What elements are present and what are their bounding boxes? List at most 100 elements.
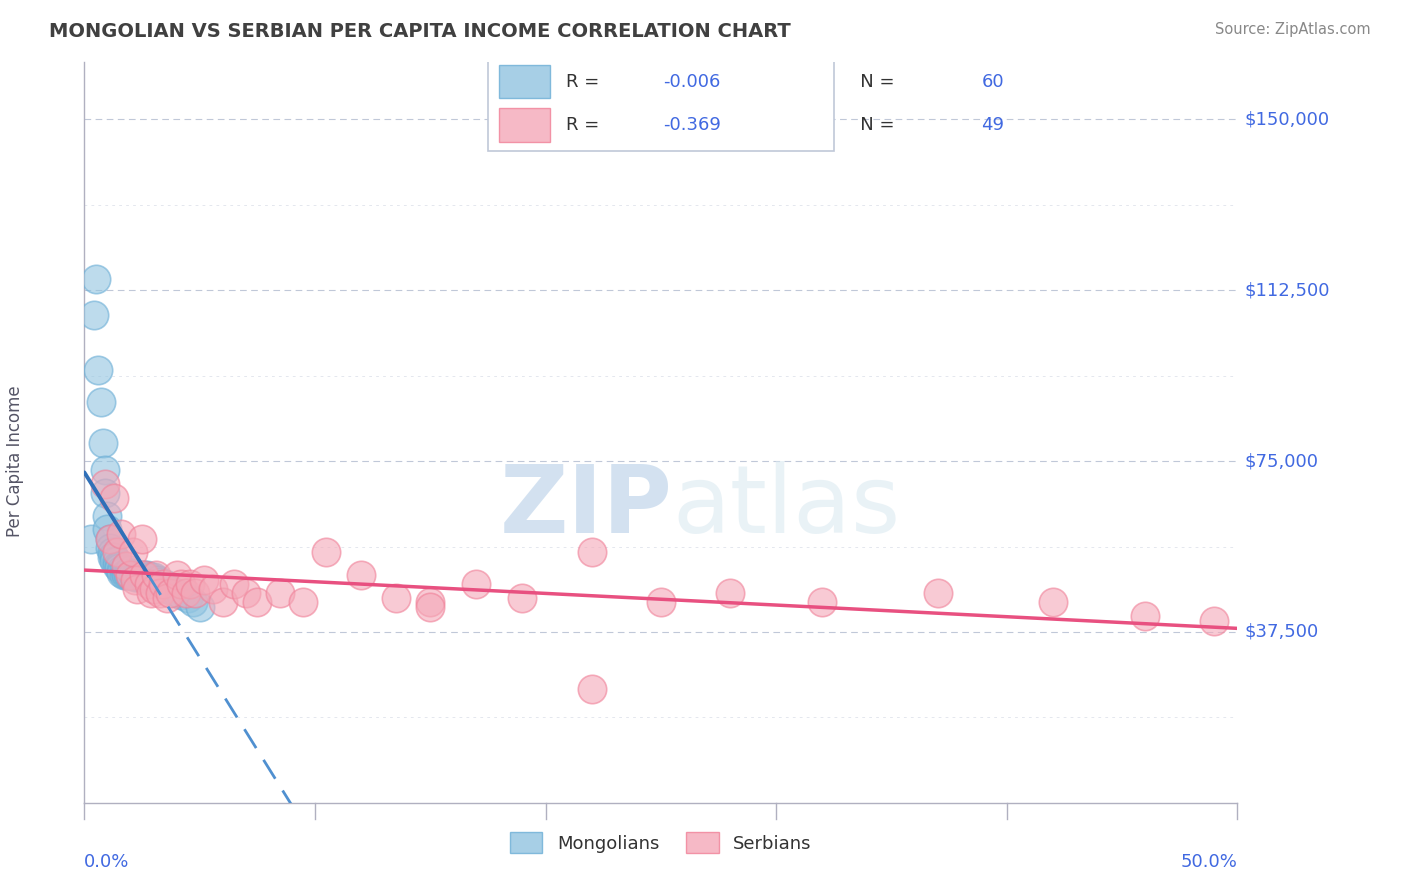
Point (170, 589, 193, 603)
Point (419, 599, 441, 614)
Point (83, 308, 105, 322)
Point (419, 595, 441, 609)
Legend: Mongolians, Serbians: Mongolians, Serbians (503, 825, 818, 861)
Point (98, 532, 121, 546)
Point (174, 586, 197, 600)
Point (138, 570, 160, 584)
Point (120, 568, 142, 582)
Point (152, 577, 174, 591)
Point (101, 545, 124, 559)
Text: $112,500: $112,500 (1244, 281, 1330, 299)
Point (141, 573, 163, 587)
Text: N =: N = (844, 72, 900, 90)
Point (103, 549, 125, 564)
Point (121, 566, 143, 580)
Point (650, 595, 672, 609)
Text: $150,000: $150,000 (1244, 111, 1329, 128)
Point (108, 561, 131, 575)
FancyBboxPatch shape (488, 55, 834, 152)
Bar (499, 64, 550, 98)
Point (811, 595, 834, 609)
Point (120, 564, 142, 578)
Text: Source: ZipAtlas.com: Source: ZipAtlas.com (1215, 22, 1371, 37)
Point (224, 577, 246, 591)
Point (315, 545, 337, 559)
Point (131, 532, 153, 546)
Point (149, 574, 172, 589)
Point (153, 577, 176, 591)
Point (269, 586, 291, 600)
Point (145, 568, 167, 582)
Point (292, 595, 315, 609)
Point (115, 566, 138, 580)
Point (142, 573, 165, 587)
Point (149, 586, 172, 600)
Point (156, 582, 179, 596)
Point (117, 568, 139, 582)
Point (202, 582, 225, 596)
Point (91, 435, 114, 450)
Point (235, 586, 257, 600)
Point (131, 570, 153, 584)
Point (124, 573, 146, 587)
Point (96, 523, 118, 537)
Text: -0.006: -0.006 (664, 72, 720, 90)
Text: 50.0%: 50.0% (1181, 853, 1237, 871)
Point (166, 568, 188, 582)
Point (124, 568, 146, 582)
Point (181, 595, 204, 609)
Point (94, 486, 117, 500)
Point (159, 586, 181, 600)
Point (160, 583, 183, 598)
Text: 60: 60 (981, 72, 1004, 90)
Text: -0.369: -0.369 (664, 116, 721, 134)
Point (384, 591, 406, 605)
Point (142, 582, 165, 596)
Point (138, 573, 160, 587)
Text: R =: R = (567, 116, 605, 134)
Point (512, 591, 534, 605)
Text: 49: 49 (981, 116, 1004, 134)
Point (131, 568, 153, 582)
Point (110, 564, 132, 578)
Point (927, 586, 949, 600)
Point (146, 573, 169, 587)
Point (89, 395, 111, 409)
Point (108, 558, 131, 573)
Point (94, 463, 117, 477)
Point (105, 554, 128, 568)
Text: $37,500: $37,500 (1244, 623, 1319, 641)
Point (80, 532, 103, 546)
Point (184, 586, 207, 600)
Point (1042, 595, 1064, 609)
Point (193, 573, 215, 587)
Text: N =: N = (844, 116, 900, 134)
Point (103, 554, 125, 568)
Point (128, 568, 150, 582)
Text: $75,000: $75,000 (1244, 452, 1319, 470)
Point (1204, 614, 1226, 628)
Point (127, 568, 149, 582)
Point (120, 568, 142, 582)
Point (1133, 609, 1156, 624)
Point (115, 568, 138, 582)
Point (115, 558, 138, 573)
Point (84, 272, 107, 286)
Point (128, 570, 150, 584)
Point (211, 595, 233, 609)
Point (87, 363, 110, 377)
Point (142, 570, 165, 584)
Point (96, 508, 118, 523)
Point (134, 568, 156, 582)
Point (110, 566, 132, 580)
Point (350, 568, 373, 582)
Point (117, 566, 139, 580)
Point (121, 545, 143, 559)
Point (134, 570, 156, 584)
Point (105, 545, 128, 559)
Point (138, 577, 160, 591)
Point (112, 564, 135, 578)
Point (141, 586, 163, 600)
Point (170, 577, 193, 591)
Bar (499, 108, 550, 142)
